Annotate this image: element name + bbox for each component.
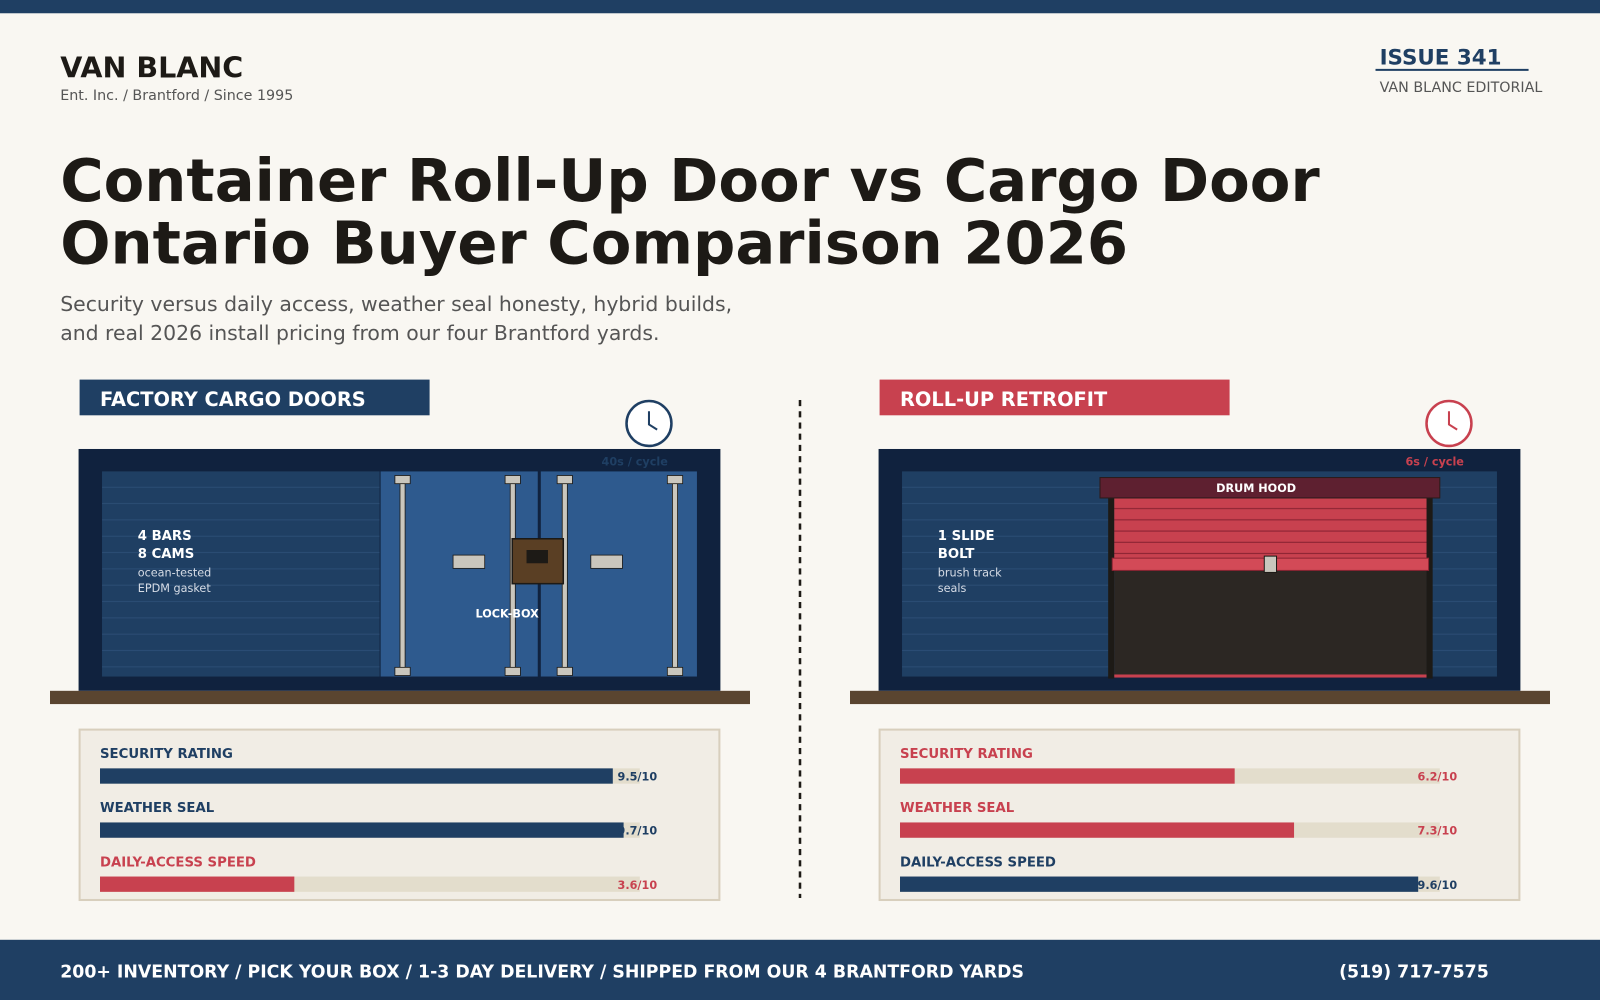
rating-bar	[900, 822, 1295, 838]
rating-bar	[900, 768, 1235, 784]
door-label: DRUM HOOD	[1216, 482, 1296, 495]
spec-note: EPDM gasket	[138, 582, 212, 595]
clock-hands	[647, 411, 658, 431]
rating-label: 6.2/10	[1418, 771, 1458, 784]
rating-name: WEATHER SEAL	[100, 801, 215, 816]
score-card	[878, 728, 1521, 902]
rating-label: 7.3/10	[1418, 825, 1458, 838]
clock-hands	[1447, 411, 1458, 431]
rating-label: 9.7/10	[618, 825, 658, 838]
top-band	[0, 0, 1600, 14]
rating-name: WEATHER SEAL	[900, 801, 1015, 816]
footer-phone: (519) 717-7575	[1339, 963, 1489, 983]
spec: 4 BARS	[138, 529, 192, 544]
rating-label: 9.6/10	[1418, 879, 1458, 892]
panel-heading: ROLL-UP RETROFIT	[900, 388, 1108, 411]
cycle-time: 40s / cycle	[602, 455, 669, 468]
rollup-door-illustration	[850, 448, 1550, 705]
cargo-door-illustration	[50, 448, 750, 705]
rating-bar	[100, 876, 295, 892]
rating-name: SECURITY RATING	[100, 747, 233, 762]
door-label: LOCK-BOX	[476, 607, 540, 620]
subtitle: Security versus daily access, weather se…	[60, 292, 732, 316]
title: Ontario Buyer Comparison 2026	[60, 208, 1128, 277]
rating-name: DAILY-ACCESS SPEED	[900, 855, 1056, 870]
rating-name: DAILY-ACCESS SPEED	[100, 855, 256, 870]
rating-bar	[900, 876, 1419, 892]
issue-sub: VAN BLANC EDITORIAL	[1380, 80, 1543, 96]
spec-note: brush track	[938, 567, 1002, 580]
spec: BOLT	[938, 547, 975, 562]
panel-heading-bg	[79, 379, 430, 416]
brand: VAN BLANC	[60, 51, 243, 85]
rating-bar	[100, 768, 613, 784]
panel-heading-bg	[879, 379, 1230, 416]
score-card	[78, 728, 721, 902]
rating-label: 9.5/10	[618, 771, 658, 784]
spec: 1 SLIDE	[938, 529, 995, 544]
rating-bar	[100, 822, 624, 838]
title: Container Roll-Up Door vs Cargo Door	[60, 146, 1320, 215]
issue: ISSUE 341	[1380, 45, 1502, 70]
footer-bg	[0, 939, 1600, 1000]
rating-name: SECURITY RATING	[900, 747, 1033, 762]
cycle-time: 6s / cycle	[1405, 455, 1464, 468]
spec-note: ocean-tested	[138, 567, 212, 580]
panel-heading: FACTORY CARGO DOORS	[100, 388, 366, 411]
subtitle: and real 2026 install pricing from our f…	[60, 321, 659, 345]
spec: 8 CAMS	[138, 547, 195, 562]
tagline: Ent. Inc. / Brantford / Since 1995	[60, 88, 293, 104]
spec-note: seals	[938, 582, 967, 595]
footer-message: 200+ INVENTORY / PICK YOUR BOX / 1-3 DAY…	[60, 963, 1024, 983]
rating-label: 3.6/10	[618, 879, 658, 892]
